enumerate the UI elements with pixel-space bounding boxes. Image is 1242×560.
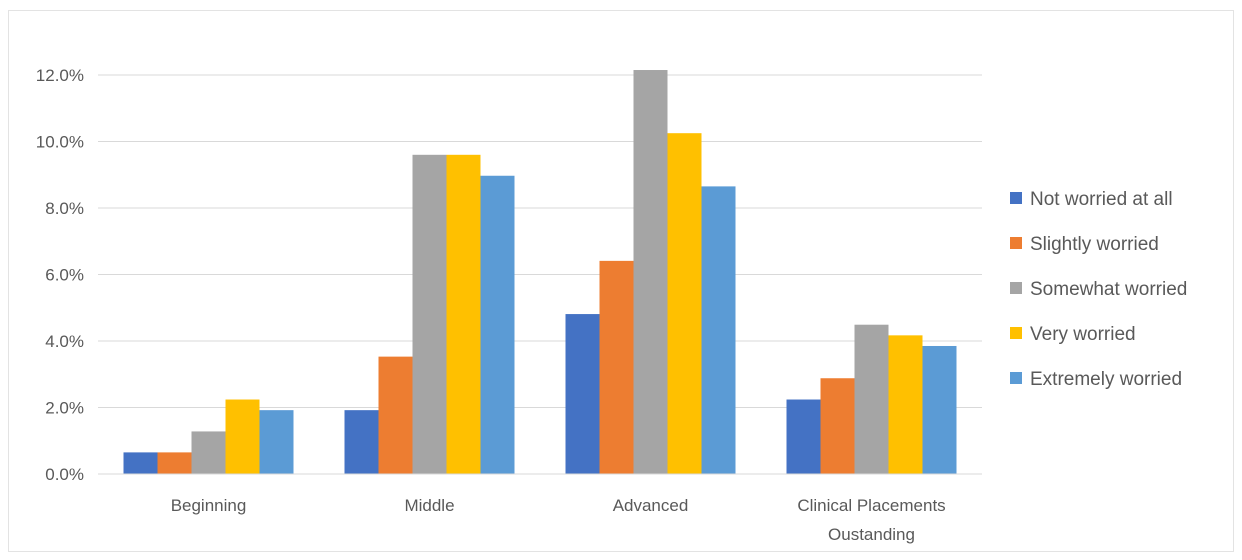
legend-label: Slightly worried bbox=[1030, 234, 1159, 255]
bar bbox=[854, 324, 889, 474]
legend: Not worried at all Slightly worried Somewh… bbox=[1010, 189, 1187, 390]
legend-label: Somewhat worried bbox=[1030, 279, 1187, 300]
grouped-bar-chart: 0.0% 2.0% 4.0% 6.0% 8.0% 10.0% 12.0% Beginning… bbox=[36, 66, 1188, 544]
y-axis-tick-labels: 0.0% 2.0% 4.0% 6.0% 8.0% 10.0% 12.0% bbox=[36, 66, 84, 484]
bars bbox=[123, 70, 957, 475]
bar bbox=[565, 314, 600, 474]
bar bbox=[922, 345, 957, 474]
bar bbox=[480, 175, 515, 474]
legend-item: Very worried bbox=[1010, 324, 1136, 345]
legend-swatch bbox=[1010, 282, 1022, 294]
legend-label: Not worried at all bbox=[1030, 189, 1173, 210]
bar bbox=[701, 186, 736, 474]
x-tick-label: Clinical Placements Oustanding bbox=[797, 496, 945, 544]
legend-item: Somewhat worried bbox=[1010, 279, 1187, 300]
bar bbox=[191, 431, 226, 474]
bar bbox=[786, 399, 821, 474]
gridlines bbox=[98, 74, 982, 408]
legend-item: Extremely worried bbox=[1010, 369, 1182, 390]
bar bbox=[599, 260, 634, 474]
bar bbox=[412, 154, 447, 475]
y-tick-label: 6.0% bbox=[45, 266, 84, 285]
legend-item: Slightly worried bbox=[1010, 234, 1159, 255]
bar bbox=[259, 410, 294, 474]
legend-swatch bbox=[1010, 327, 1022, 339]
x-tick-label: Middle bbox=[404, 496, 454, 515]
bar bbox=[820, 378, 855, 474]
legend-item: Not worried at all bbox=[1010, 189, 1173, 210]
x-tick-label: Advanced bbox=[613, 496, 689, 515]
bar bbox=[888, 335, 923, 474]
bar bbox=[157, 452, 192, 474]
y-tick-label: 0.0% bbox=[45, 465, 84, 484]
bar bbox=[667, 133, 702, 474]
chart-frame: 0.0% 2.0% 4.0% 6.0% 8.0% 10.0% 12.0% Beginning… bbox=[8, 10, 1234, 552]
x-axis-tick-labels: Beginning Middle Advanced Clinical Placemen… bbox=[171, 496, 946, 544]
legend-label: Very worried bbox=[1030, 324, 1136, 345]
legend-label: Extremely worried bbox=[1030, 369, 1182, 390]
legend-swatch bbox=[1010, 237, 1022, 249]
bar bbox=[633, 70, 668, 474]
y-tick-label: 8.0% bbox=[45, 199, 84, 218]
bar bbox=[225, 399, 260, 474]
legend-swatch bbox=[1010, 372, 1022, 384]
bar bbox=[378, 356, 413, 474]
bar bbox=[123, 452, 158, 474]
y-tick-label: 4.0% bbox=[45, 332, 84, 351]
bar bbox=[344, 410, 379, 474]
legend-swatch bbox=[1010, 192, 1022, 204]
x-tick-label: Beginning bbox=[171, 496, 247, 515]
bar bbox=[446, 154, 481, 475]
y-tick-label: 2.0% bbox=[45, 399, 84, 418]
y-tick-label: 10.0% bbox=[36, 133, 84, 152]
y-tick-label: 12.0% bbox=[36, 66, 84, 85]
